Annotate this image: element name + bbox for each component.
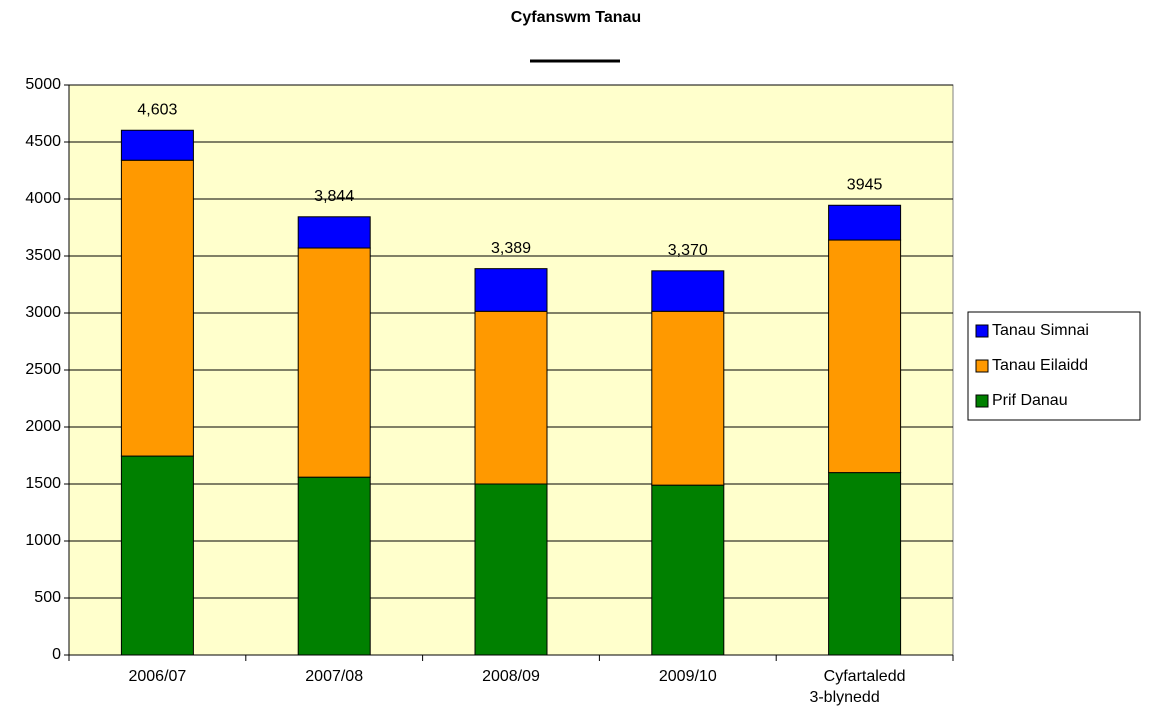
total-label: 3,389 <box>491 240 531 257</box>
chart-title: Cyfanswm Tanau <box>511 9 641 26</box>
bar-segment <box>297 476 371 656</box>
total-label: 3945 <box>847 176 883 193</box>
bar-segment <box>120 129 194 161</box>
y-tick-label: 3000 <box>25 304 61 321</box>
total-label: 3,370 <box>668 242 708 259</box>
legend-box <box>967 311 1141 421</box>
y-tick-label: 4500 <box>25 133 61 150</box>
y-tick-label: 2000 <box>25 418 61 435</box>
total-label: 4,603 <box>137 101 177 118</box>
x-tick-label: 2007/08 <box>305 668 363 685</box>
total-label: 3,844 <box>314 188 354 205</box>
y-tick-label: 500 <box>34 589 61 606</box>
legend-swatch <box>975 394 989 408</box>
x-tick-label: Cyfartaledd 3-blynedd <box>809 668 905 706</box>
bar-segment <box>474 310 548 485</box>
x-tick-label: 2008/09 <box>482 668 540 685</box>
y-tick-label: 4000 <box>25 190 61 207</box>
y-tick-label: 1500 <box>25 475 61 492</box>
bar-segment <box>474 268 548 312</box>
bar-segment <box>120 159 194 457</box>
bar-segment <box>474 483 548 656</box>
bar-segment <box>297 247 371 478</box>
bar-segment <box>828 204 902 241</box>
bar-segment <box>651 270 725 312</box>
y-tick-label: 5000 <box>25 76 61 93</box>
y-tick-label: 3500 <box>25 247 61 264</box>
y-tick-label: 2500 <box>25 361 61 378</box>
x-tick-label: 2009/10 <box>659 668 717 685</box>
x-tick-label: 2006/07 <box>128 668 186 685</box>
bar-segment <box>828 239 902 474</box>
y-tick-label: 1000 <box>25 532 61 549</box>
legend-swatch <box>975 324 989 338</box>
legend-label: Prif Danau <box>992 392 1068 409</box>
bar-segment <box>651 310 725 486</box>
bar-segment <box>828 472 902 656</box>
legend-label: Tanau Simnai <box>992 322 1089 339</box>
legend-label: Tanau Eilaidd <box>992 357 1088 374</box>
y-tick-label: 0 <box>52 646 61 663</box>
bar-segment <box>120 455 194 656</box>
bar-segment <box>297 216 371 249</box>
legend-swatch <box>975 359 989 373</box>
bar-segment <box>651 484 725 656</box>
